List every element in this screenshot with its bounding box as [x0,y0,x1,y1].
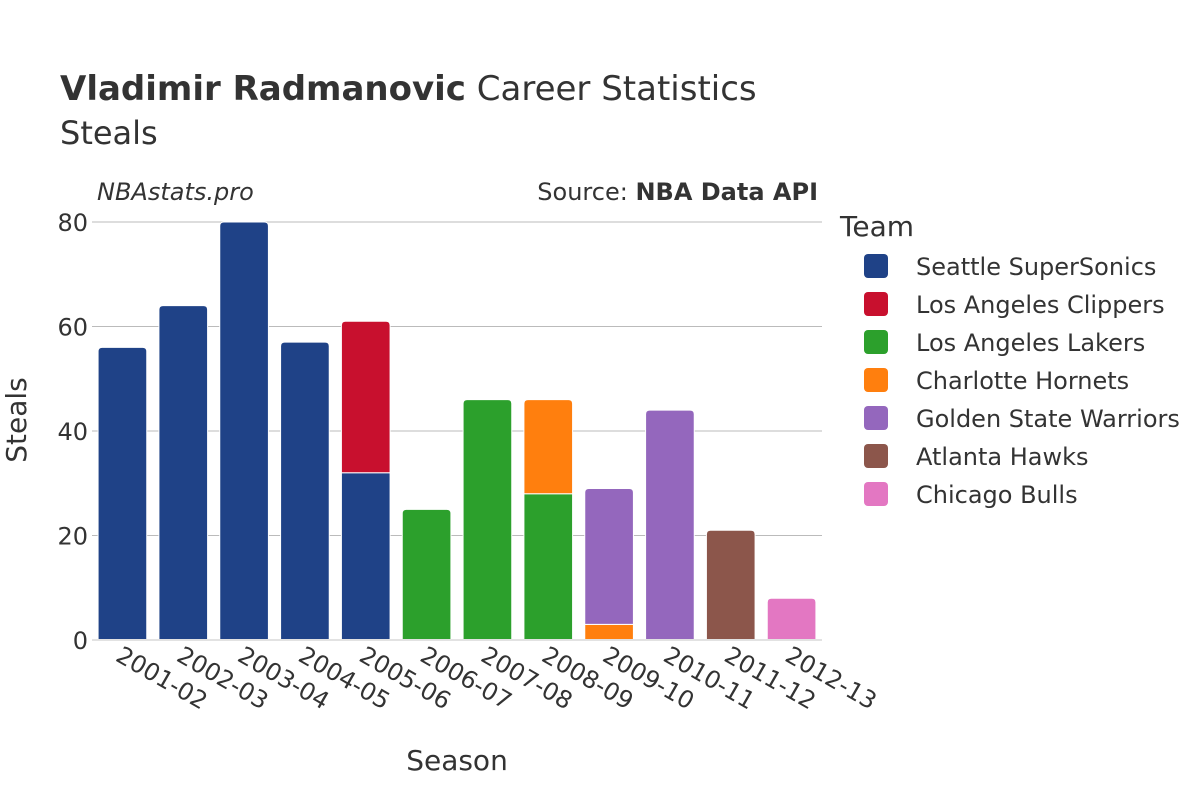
legend-swatch-los-angeles-clippers [864,292,888,316]
legend-swatch-atlanta-hawks [864,444,888,468]
bar-2009-10-golden-state-warriors[interactable] [584,487,634,625]
y-tick-labels: 0 20 40 60 80 [57,209,88,655]
legend-item-chicago-bulls[interactable]: Chicago Bulls [864,481,1078,509]
legend-label-charlotte-hornets: Charlotte Hornets [916,367,1129,395]
legend-label-chicago-bulls: Chicago Bulls [916,481,1078,509]
bar-2011-12-atlanta-hawks[interactable] [705,529,756,641]
bar-2010-11-golden-state-warriors[interactable] [645,409,695,641]
watermark: NBAstats.pro [97,178,254,206]
bar-2004-05-seattle-supersonics[interactable] [280,341,330,641]
bar-2012-13-chicago-bulls[interactable] [766,597,817,641]
legend-item-charlotte-hornets[interactable]: Charlotte Hornets [864,367,1129,395]
source-name: NBA Data API [635,178,818,206]
legend-swatch-seattle-supersonics [864,254,888,278]
y-axis-title: Steals [0,377,33,463]
y-tick-label-80: 80 [57,209,88,237]
y-tick-label-60: 60 [57,314,88,342]
bar-2007-08-los-angeles-lakers[interactable] [462,399,513,641]
legend-label-seattle-supersonics: Seattle SuperSonics [916,253,1156,281]
legend-swatch-los-angeles-lakers [864,330,888,354]
chart-title-rest: Career Statistics [466,69,757,109]
legend-label-golden-state-warriors: Golden State Warriors [916,405,1180,433]
bar-2005-06-seattle-supersonics[interactable] [340,472,391,641]
bar-2008-09-charlotte-hornets[interactable] [523,399,574,495]
chart-subtitle: Steals [60,114,158,152]
y-tick-label-40: 40 [57,418,88,446]
chart-title-player: Vladimir Radmanovic [60,69,466,109]
legend-item-los-angeles-lakers[interactable]: Los Angeles Lakers [864,329,1145,357]
chart-title: Vladimir Radmanovic Career Statistics [60,69,757,109]
legend-item-golden-state-warriors[interactable]: Golden State Warriors [864,405,1180,433]
legend-item-seattle-supersonics[interactable]: Seattle SuperSonics [864,253,1156,281]
bar-2006-07-los-angeles-lakers[interactable] [401,508,452,641]
bar-2003-04-seattle-supersonics[interactable] [219,221,269,641]
legend-item-atlanta-hawks[interactable]: Atlanta Hawks [864,443,1089,471]
bar-2009-10-charlotte-hornets[interactable] [584,623,634,641]
bar-2008-09-los-angeles-lakers[interactable] [523,492,574,641]
legend-label-atlanta-hawks: Atlanta Hawks [916,443,1089,471]
source-prefix: Source: [537,178,635,206]
x-tick-labels: 2001-022002-032003-042004-052005-062006-… [111,641,881,715]
y-tick-label-0: 0 [73,627,88,655]
legend-swatch-charlotte-hornets [864,368,888,392]
x-axis-title: Season [406,744,508,777]
legend-title: Team [839,210,914,243]
bar-2005-06-los-angeles-clippers[interactable] [340,320,391,474]
legend-label-los-angeles-lakers: Los Angeles Lakers [916,329,1145,357]
y-tick-label-20: 20 [57,523,88,551]
bar-2002-03-seattle-supersonics[interactable] [158,305,209,641]
legend: Seattle SuperSonics Los Angeles Clippers L… [864,253,1180,509]
legend-swatch-chicago-bulls [864,482,888,506]
grid-layer [92,221,822,536]
bar-layer [97,221,817,641]
legend-item-los-angeles-clippers[interactable]: Los Angeles Clippers [864,291,1165,319]
legend-label-los-angeles-clippers: Los Angeles Clippers [916,291,1165,319]
bar-2001-02-seattle-supersonics[interactable] [97,346,148,641]
source-credit: Source: NBA Data API [537,178,818,206]
legend-swatch-golden-state-warriors [864,406,888,430]
